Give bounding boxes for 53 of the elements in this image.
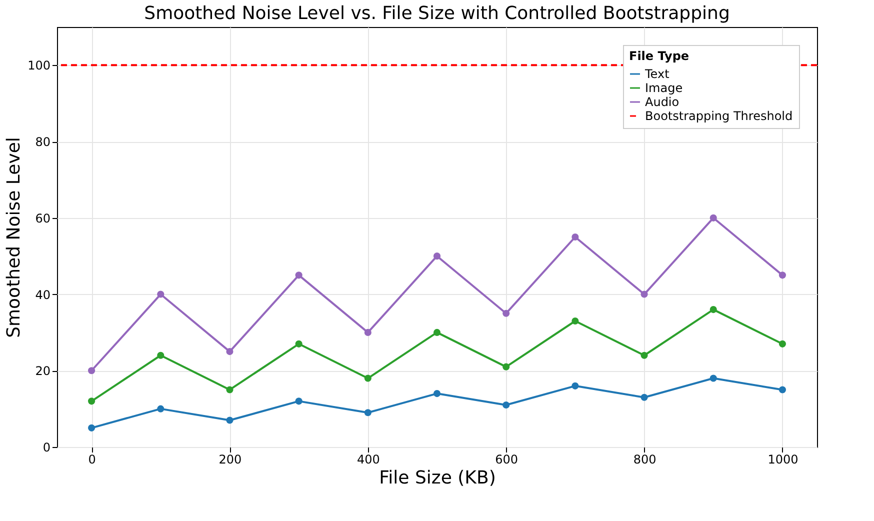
x-tick-label: 800 bbox=[633, 452, 656, 466]
point bbox=[778, 340, 786, 348]
point bbox=[433, 390, 441, 398]
legend-label: Audio bbox=[645, 95, 680, 109]
point bbox=[364, 374, 372, 382]
legend-label: Text bbox=[644, 67, 670, 81]
point bbox=[572, 317, 579, 325]
point bbox=[778, 386, 786, 394]
point bbox=[710, 374, 717, 382]
x-tick-label: 400 bbox=[356, 452, 380, 466]
point bbox=[88, 398, 96, 405]
point bbox=[226, 416, 234, 424]
legend-title: File Type bbox=[629, 49, 690, 63]
chart-title: Smoothed Noise Level vs. File Size with Controlled Bootstrapping bbox=[144, 3, 730, 24]
point bbox=[710, 306, 717, 314]
point bbox=[88, 424, 96, 432]
point bbox=[572, 233, 579, 241]
point bbox=[502, 401, 510, 409]
x-axis-title: File Size (KB) bbox=[379, 468, 496, 488]
point bbox=[157, 352, 164, 359]
x-tick-label: 1000 bbox=[768, 452, 798, 466]
legend-label: Image bbox=[645, 81, 683, 95]
x-tick-label: 600 bbox=[495, 452, 518, 466]
point bbox=[295, 272, 302, 279]
point bbox=[226, 386, 234, 394]
y-tick-label: 80 bbox=[35, 135, 50, 150]
x-tick-label: 0 bbox=[88, 452, 96, 466]
y-tick-label: 60 bbox=[35, 211, 50, 226]
y-tick-label: 40 bbox=[35, 288, 50, 302]
point bbox=[502, 310, 510, 317]
point bbox=[640, 394, 648, 401]
point bbox=[502, 363, 510, 370]
point bbox=[433, 252, 441, 260]
point bbox=[572, 382, 579, 390]
point bbox=[778, 272, 786, 279]
y-tick-label: 0 bbox=[42, 440, 50, 454]
point bbox=[364, 328, 372, 336]
point bbox=[640, 290, 648, 298]
point bbox=[295, 398, 302, 405]
y-axis-title: Smoothed Noise Level bbox=[4, 137, 25, 338]
point bbox=[433, 328, 441, 336]
y-tick-label: 100 bbox=[28, 58, 50, 73]
y-tick-label: 20 bbox=[35, 364, 50, 378]
point bbox=[710, 214, 717, 222]
point bbox=[226, 348, 234, 356]
point bbox=[88, 367, 96, 374]
legend-label: Bootstrapping Threshold bbox=[645, 109, 793, 123]
point bbox=[364, 409, 372, 416]
point bbox=[157, 405, 164, 412]
x-tick-label: 200 bbox=[218, 452, 242, 466]
point bbox=[640, 352, 648, 359]
point bbox=[157, 290, 164, 298]
point bbox=[295, 340, 302, 348]
